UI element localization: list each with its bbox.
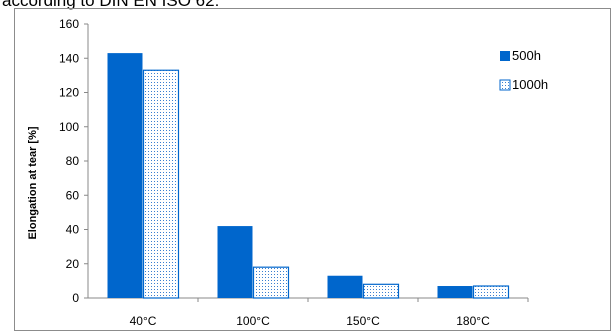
y-tick-label: 160 — [59, 17, 79, 31]
y-tick-label: 60 — [66, 188, 80, 202]
chart-bars — [107, 53, 510, 299]
legend-swatch-500h — [500, 51, 510, 61]
y-tick-label: 80 — [66, 154, 80, 168]
bar-1000h-150°C — [362, 283, 400, 299]
legend-label-1000h: 1000h — [512, 77, 548, 92]
x-tick-label: 100°C — [236, 314, 270, 328]
chart-frame — [14, 8, 611, 331]
legend-swatch-1000h — [499, 79, 511, 91]
x-tick-label: 40°C — [130, 314, 157, 328]
y-tick-label: 100 — [59, 120, 79, 134]
y-tick-label: 0 — [72, 291, 79, 305]
bar-1000h-40°C — [142, 69, 180, 299]
chart-caption: according to DIN EN ISO 62: — [2, 0, 220, 10]
bar-1000h-180°C — [472, 285, 510, 299]
y-tick-label: 120 — [59, 86, 79, 100]
chart-axes: 0 20 40 60 80 100 120 140 160 40°C 100°C 150°C 180°C — [59, 17, 529, 328]
legend-label-500h: 500h — [512, 48, 541, 63]
chart-legend: 500h 1000h — [499, 48, 548, 92]
bar-500h-150°C — [327, 275, 363, 298]
y-axis-label: Elongation at tear [%] — [27, 126, 39, 239]
y-tick-label: 40 — [66, 223, 80, 237]
y-tick-label: 20 — [66, 257, 80, 271]
y-tick-label: 140 — [59, 51, 79, 65]
x-tick-label: 180°C — [456, 314, 490, 328]
bar-1000h-100°C — [252, 266, 290, 299]
bar-500h-180°C — [437, 286, 473, 298]
bar-500h-100°C — [217, 226, 253, 298]
x-tick-label: 150°C — [346, 314, 380, 328]
bar-500h-40°C — [107, 53, 143, 298]
